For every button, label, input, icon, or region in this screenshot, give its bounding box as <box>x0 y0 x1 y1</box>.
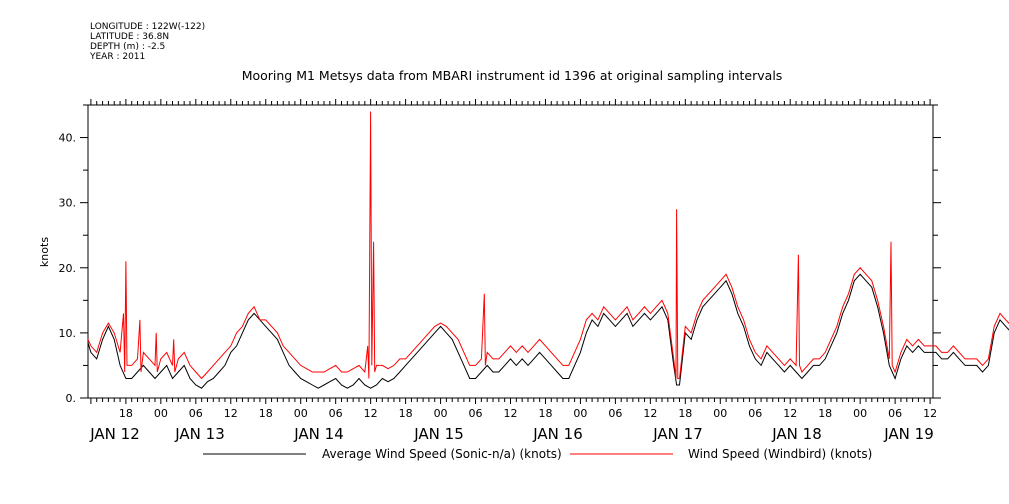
minor-ticks <box>90 99 931 404</box>
x-hour-label: 06 <box>189 407 203 420</box>
legend: Average Wind Speed (Sonic-n/a) (knots) W… <box>203 447 872 461</box>
x-hour-label: 12 <box>364 407 378 420</box>
x-hour-label: 00 <box>853 407 867 420</box>
y-tick-label: 40. <box>59 132 77 145</box>
x-hour-label: 00 <box>154 407 168 420</box>
x-date-label: JAN 15 <box>413 425 464 443</box>
meta-latitude: LATITUDE : 36.8N <box>90 32 169 42</box>
y-tick-label: 10. <box>59 327 77 340</box>
x-hour-label: 18 <box>818 407 832 420</box>
meta-longitude: LONGITUDE : 122W(-122) <box>90 22 205 32</box>
x-hour-label: 06 <box>888 407 902 420</box>
legend-label-windbird: Wind Speed (Windbird) (knots) <box>688 447 872 461</box>
x-date-label: JAN 17 <box>652 425 703 443</box>
legend-label-sonic: Average Wind Speed (Sonic-n/a) (knots) <box>322 447 562 461</box>
y-tick-label: 20. <box>59 262 77 275</box>
x-date-label: JAN 12 <box>89 425 140 443</box>
x-hour-label: 06 <box>469 407 483 420</box>
x-hour-label: 00 <box>434 407 448 420</box>
x-hour-label: 12 <box>504 407 518 420</box>
x-hour-label: 18 <box>119 407 133 420</box>
x-hour-label: 06 <box>608 407 622 420</box>
x-hour-label: 00 <box>573 407 587 420</box>
x-hour-label: 12 <box>783 407 797 420</box>
x-hour-label: 12 <box>643 407 657 420</box>
x-hour-label: 18 <box>538 407 552 420</box>
y-axis-label: knots <box>38 237 51 267</box>
x-hour-label: 12 <box>923 407 937 420</box>
series-line-sonic <box>87 273 1009 389</box>
x-date-label: JAN 18 <box>771 425 822 443</box>
y-axis: 0. 10. 20. 30. 40. <box>59 104 941 405</box>
x-hour-label: 00 <box>713 407 727 420</box>
x-hour-label: 18 <box>399 407 413 420</box>
plot-frame <box>87 104 934 399</box>
x-date-label: JAN 16 <box>532 425 583 443</box>
series-layer <box>87 111 1009 389</box>
x-date-label: JAN 13 <box>174 425 225 443</box>
x-hour-label: 06 <box>329 407 343 420</box>
meta-depth: DEPTH (m) : -2.5 <box>90 42 165 52</box>
series-line-windbird <box>87 111 1009 380</box>
x-axis: 18 00 06 12 18 00 06 12 18 00 06 12 18 00 06 12 18 00 06 12… <box>89 407 937 443</box>
x-hour-label: 00 <box>294 407 308 420</box>
x-date-label: JAN 19 <box>883 425 934 443</box>
x-date-label: JAN 14 <box>293 425 344 443</box>
y-tick-label: 0. <box>66 392 77 405</box>
chart-title: Mooring M1 Metsys data from MBARI instru… <box>242 68 783 83</box>
x-hour-label: 18 <box>678 407 692 420</box>
y-tick-label: 30. <box>59 197 77 210</box>
plot-border <box>87 104 934 399</box>
x-hour-label: 12 <box>224 407 238 420</box>
x-hour-label: 06 <box>748 407 762 420</box>
meta-year: YEAR : 2011 <box>89 52 145 62</box>
metadata-block: LONGITUDE : 122W(-122) LATITUDE : 36.8N … <box>89 22 205 62</box>
x-hour-label: 18 <box>259 407 273 420</box>
